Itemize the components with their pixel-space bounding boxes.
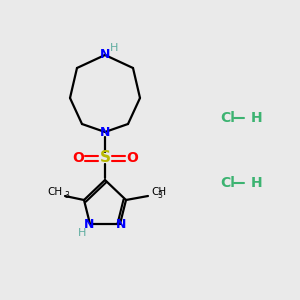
Text: N: N: [100, 125, 110, 139]
Text: CH: CH: [47, 187, 62, 197]
Text: 3: 3: [64, 190, 69, 200]
Text: O: O: [72, 151, 84, 165]
Text: Cl: Cl: [220, 176, 235, 190]
Text: H: H: [251, 176, 262, 190]
Text: N: N: [100, 49, 110, 62]
Text: Cl: Cl: [220, 111, 235, 125]
Text: 3: 3: [158, 190, 162, 200]
Text: S: S: [100, 151, 110, 166]
Text: H: H: [110, 43, 118, 53]
Text: O: O: [126, 151, 138, 165]
Text: N: N: [116, 218, 126, 230]
Text: H: H: [251, 111, 262, 125]
Text: H: H: [78, 228, 86, 238]
Text: CH: CH: [151, 187, 166, 197]
Text: N: N: [84, 218, 94, 230]
